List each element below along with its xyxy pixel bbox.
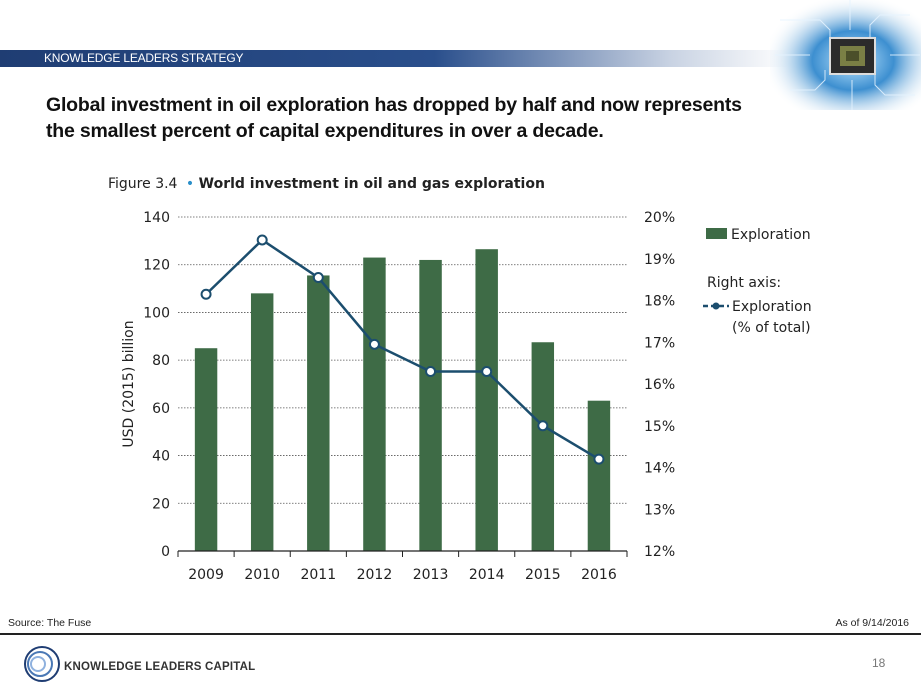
chart: Figure 3.4 • World investment in oil and… — [108, 176, 812, 583]
y-tick-label: 80 — [152, 353, 170, 369]
y2-tick-label: 20% — [644, 210, 675, 226]
chart-title-bullet: • — [181, 176, 198, 192]
chart-title-prefix-text: Figure 3.4 — [108, 176, 178, 192]
y-tick-label: 20 — [152, 496, 170, 512]
bar — [194, 348, 218, 551]
line-point — [481, 365, 493, 377]
line-point — [368, 338, 380, 350]
y2-tick-label: 19% — [644, 252, 675, 268]
page-number: 18 — [872, 656, 886, 670]
y-tick-label: 140 — [143, 210, 170, 226]
legend-line-label: Exploration — [732, 299, 812, 315]
y2-tick-label: 17% — [644, 335, 675, 351]
x-tick-label: 2014 — [469, 567, 505, 583]
y2-tick-label: 16% — [644, 377, 675, 393]
bar — [307, 275, 330, 551]
circuit-chip-image — [770, 0, 921, 110]
source-note: Source: The Fuse — [8, 617, 92, 629]
footer-divider — [0, 633, 921, 635]
y2-tick-label: 12% — [644, 544, 675, 560]
footer-company-name: KNOWLEDGE LEADERS CAPITAL — [64, 661, 256, 673]
legend: Exploration Right axis: Exploration (% of t… — [703, 227, 812, 336]
legend-bar-label: Exploration — [731, 227, 811, 243]
x-tick-label: 2015 — [525, 567, 561, 583]
x-tick-label: 2013 — [413, 567, 449, 583]
line-point — [593, 453, 605, 465]
headline-line-2: the smallest percent of capital expendit… — [46, 120, 604, 142]
line-point — [312, 272, 324, 284]
line-point — [256, 234, 268, 246]
headline-line-1: Global investment in oil exploration has… — [46, 94, 742, 116]
header-bar — [0, 50, 790, 67]
bar-series — [194, 249, 611, 551]
line-point — [425, 365, 437, 377]
header-label: KNOWLEDGE LEADERS STRATEGY — [44, 51, 244, 65]
x-tick-label: 2012 — [357, 567, 393, 583]
legend-bar-swatch — [706, 228, 727, 239]
axes: 0 20 40 60 80 100 120 140 12% 13% 14% 15% 16% 17% 18% 1… — [121, 210, 675, 583]
chart-title-prefix: Figure 3.4 • World investment in oil and… — [108, 176, 545, 192]
y-axis-label: USD (2015) billion — [121, 320, 137, 447]
bar — [587, 400, 611, 551]
bar — [475, 249, 498, 551]
legend-line-label-suffix: (% of total) — [732, 320, 811, 336]
gridlines — [178, 216, 627, 504]
y-tick-label: 120 — [143, 258, 170, 274]
date-note: As of 9/14/2016 — [835, 617, 909, 629]
legend-line-marker — [712, 302, 720, 310]
y-tick-label: 100 — [143, 305, 170, 321]
company-logo-icon — [24, 646, 60, 682]
y2-tick-label: 14% — [644, 461, 675, 477]
x-tick-label: 2010 — [244, 567, 280, 583]
bar — [363, 257, 386, 551]
x-tick-label: 2009 — [188, 567, 224, 583]
y-tick-label: 60 — [152, 401, 170, 417]
bar — [250, 293, 274, 551]
exploration-pct-line — [205, 238, 600, 461]
x-tick-label: 2016 — [581, 567, 617, 583]
line-point — [537, 420, 549, 432]
y2-tick-label: 15% — [644, 419, 675, 435]
y-tick-label: 40 — [152, 449, 170, 465]
y-tick-label: 0 — [161, 544, 170, 560]
legend-right-axis-label: Right axis: — [707, 275, 781, 291]
chart-title: World investment in oil and gas explorat… — [199, 176, 545, 192]
x-tick-label: 2011 — [300, 567, 336, 583]
bar — [419, 259, 442, 551]
line-point — [200, 288, 212, 300]
line-series — [200, 234, 605, 465]
y2-tick-label: 18% — [644, 294, 675, 310]
y2-tick-label: 13% — [644, 502, 675, 518]
bar — [531, 342, 555, 551]
headline: Global investment in oil exploration has… — [46, 92, 806, 144]
